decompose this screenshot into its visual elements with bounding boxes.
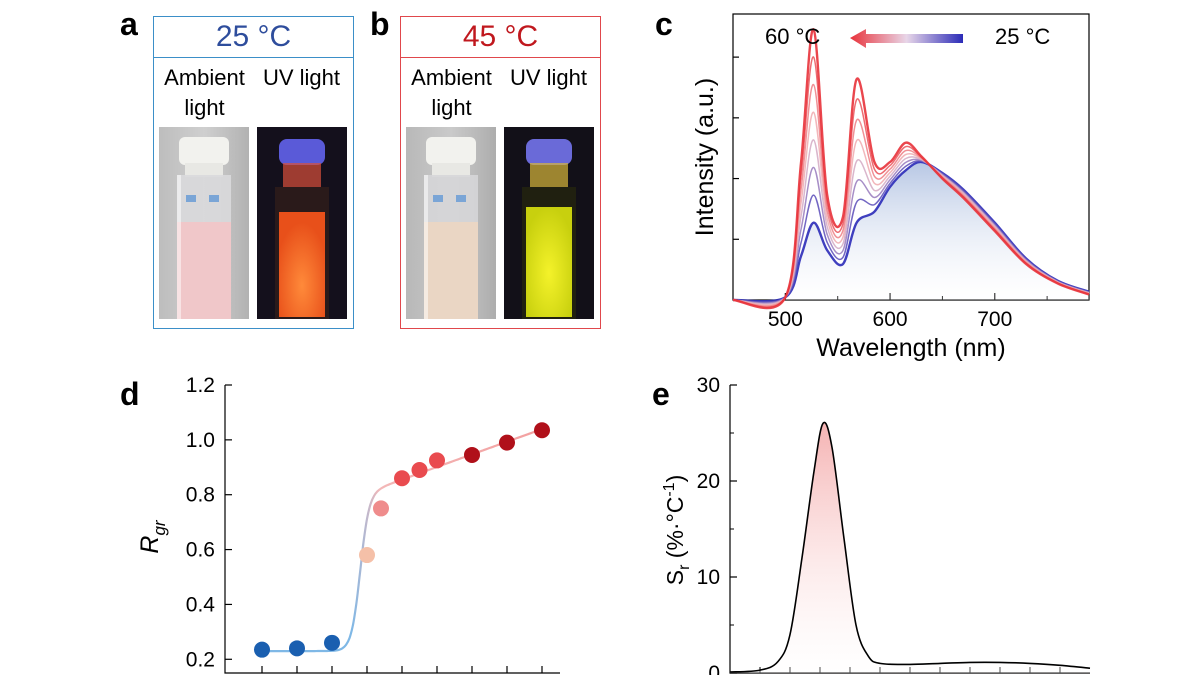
chart-c-legend-cold-label: 25 °C xyxy=(995,24,1050,49)
chart-d-ytick-label: 0.8 xyxy=(186,484,215,507)
panel-b-photo-box: 45 °C Ambient light UV light xyxy=(400,16,601,329)
chart-d-ytick-label: 1.0 xyxy=(186,429,215,452)
chart-d-ytick-label: 0.4 xyxy=(186,593,216,616)
cuvette-ambient-25c-image xyxy=(159,127,249,319)
chart-d-point xyxy=(394,470,410,487)
panel-letter-b: b xyxy=(370,6,390,42)
chart-c-xtick-label: 600 xyxy=(873,308,908,331)
chart-d-point xyxy=(464,446,480,463)
chart-d-ytick-label: 0.2 xyxy=(186,648,215,671)
chart-d-point xyxy=(429,452,445,469)
chart-c-xtick-label: 700 xyxy=(977,308,1012,331)
panel-b-uv-label: UV light xyxy=(509,65,588,90)
chart-e-area-fill xyxy=(730,422,1090,673)
chart-d-point xyxy=(534,422,550,439)
chart-c-series-line xyxy=(732,83,1090,307)
chart-d-rgr: 0.2 0.4 0.6 0.8 1.0 1.2 Rgr xyxy=(136,374,560,674)
chart-d-axes xyxy=(224,385,560,674)
chart-e-ytick-label: 30 xyxy=(697,374,720,397)
panel-b-ambient-label: Ambient light xyxy=(411,65,492,120)
chart-c-ylabel: Intensity (a.u.) xyxy=(691,78,719,236)
chart-e-sensitivity: 0 10 20 30 Sr (%·°C-1) xyxy=(661,374,1091,675)
chart-e-ytick-label: 20 xyxy=(697,470,720,493)
chart-d-point xyxy=(359,547,375,564)
panel-letter-d: d xyxy=(120,376,140,412)
chart-c-series-line xyxy=(732,139,1090,305)
cuvette-uv-25c-image xyxy=(257,127,347,319)
panel-a-temperature: 25 °C xyxy=(154,17,353,58)
chart-d-ytick-label: 1.2 xyxy=(186,374,215,397)
cuvette-uv-45c-image xyxy=(504,127,594,319)
chart-d-ylabel: Rgr xyxy=(136,519,169,554)
chart-e-ylabel: Sr (%·°C-1) xyxy=(661,475,693,586)
chart-d-ytick-label: 0.6 xyxy=(186,539,215,562)
chart-c-series-line xyxy=(732,28,1090,310)
panel-letter-c: c xyxy=(655,6,673,42)
chart-c-temperature-arrow xyxy=(850,29,963,48)
chart-c-area-fill xyxy=(733,161,1089,302)
chart-e-axes xyxy=(729,385,1090,674)
chart-d-point xyxy=(373,500,389,517)
panel-b-temperature: 45 °C xyxy=(401,17,600,58)
chart-c-legend-hot-label: 60 °C xyxy=(765,24,820,49)
panel-a-ambient-label: Ambient light xyxy=(164,65,245,120)
panel-a-photo-box: 25 °C Ambient light UV light xyxy=(153,16,354,329)
chart-d-point xyxy=(289,640,305,657)
chart-d-point xyxy=(411,462,428,479)
chart-e-ytick-label: 0 xyxy=(708,662,720,675)
panel-a-uv-label: UV light xyxy=(262,65,341,90)
panel-letter-e: e xyxy=(652,376,670,412)
chart-d-fit-curve xyxy=(262,428,543,653)
chart-e-ytick-label: 10 xyxy=(697,566,720,589)
chart-c-xlabel: Wavelength (nm) xyxy=(816,334,1005,362)
cuvette-ambient-45c-image xyxy=(406,127,496,319)
chart-c-spectrum: 500 600 700 Wavelength (nm) Intensity (a.u… xyxy=(691,13,1090,362)
chart-d-point xyxy=(499,434,515,451)
chart-e-line xyxy=(729,421,1091,673)
panel-letter-a: a xyxy=(120,6,138,42)
chart-d-point xyxy=(254,641,270,658)
chart-d-point xyxy=(324,634,340,651)
chart-c-xtick-label: 500 xyxy=(768,308,803,331)
